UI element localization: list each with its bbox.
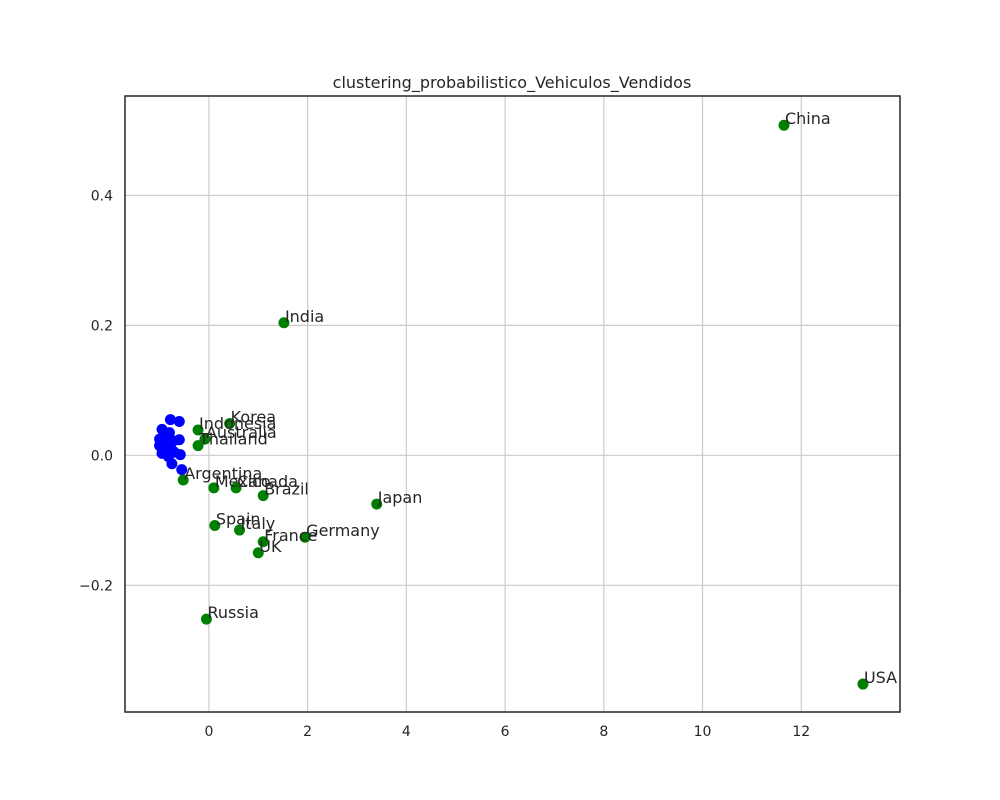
cluster_0-point [176,464,188,476]
cluster_1-point [208,482,220,494]
y-axis-ticks: −0.2 0.0 0.2 0.4 [79,188,113,594]
cluster_1-point [209,520,221,532]
point-label: Germany [306,521,380,540]
point-labels: China India KoreaIndonesiaAustraliaThailan… [184,109,897,687]
point-label: France [264,526,317,545]
point-label: China [785,109,831,128]
cluster_1-point [778,119,790,131]
point-label: Brazil [264,480,309,499]
plot-frame [124,95,901,713]
x-tick-label: 6 [501,724,510,740]
cluster_1-point [192,424,204,436]
point-label: Korea [231,407,276,426]
point-label: Italy [241,514,276,533]
cluster_1-point [299,531,311,543]
cluster_1-point [230,482,242,494]
cluster_1-point [278,317,290,329]
x-tick-label: 2 [303,724,312,740]
cluster_1-point [234,524,246,536]
cluster_1-point [177,474,189,486]
chart-title: clustering_probabilistico_Vehiculos_Vend… [333,73,692,93]
cluster_1-point [257,490,269,502]
x-tick-label: 12 [792,724,810,740]
cluster_0-point [174,449,186,461]
point-label: UK [259,537,282,556]
y-tick-label: 0.0 [91,448,113,464]
point-label: Australia [206,423,277,442]
x-axis-ticks: 0 2 4 6 8 10 12 [204,724,810,740]
y-tick-label: 0.2 [91,318,113,334]
point-label: USA [864,668,897,687]
cluster_1-point [199,433,211,445]
point-label: Spain [216,510,261,529]
cluster_0-point [164,414,176,426]
cluster_0-point [173,416,185,428]
cluster_1-point [224,417,236,429]
cluster_1-point [371,498,383,510]
x-tick-label: 0 [204,724,213,740]
point-label: Canada [237,472,298,491]
grid [125,96,900,712]
point-label: Mexico [215,472,271,491]
cluster_1-point [252,547,264,559]
point-label: Argentina [184,464,262,483]
cluster_0-point [166,458,178,470]
cluster_1-point [257,536,269,548]
x-tick-label: 4 [402,724,411,740]
point-label: Japan [377,488,423,507]
data-points [154,119,869,690]
cluster_1-point [857,678,869,690]
point-label: Russia [207,603,258,622]
y-tick-label: 0.4 [91,188,113,204]
x-tick-label: 10 [694,724,712,740]
cluster_1-point [200,613,212,625]
point-label: Thailand [198,430,268,449]
cluster_1-point [192,440,204,452]
point-label: India [285,307,324,326]
y-tick-label: −0.2 [79,578,113,594]
point-label: Indonesia [199,414,276,433]
x-tick-label: 8 [599,724,608,740]
